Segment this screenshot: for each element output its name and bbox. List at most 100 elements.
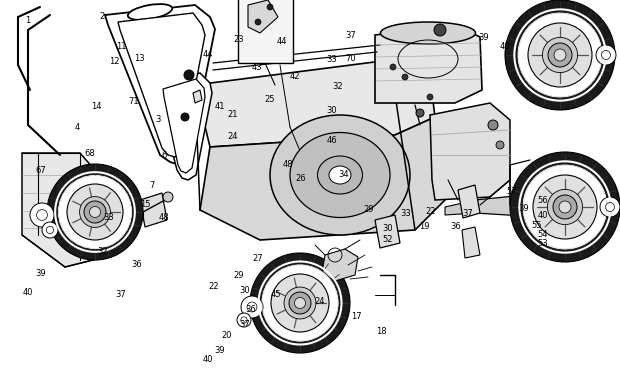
Text: 29: 29: [234, 271, 244, 280]
Text: 1: 1: [25, 16, 30, 25]
Text: 44: 44: [277, 37, 287, 46]
Circle shape: [505, 0, 615, 110]
Text: 53: 53: [537, 239, 548, 248]
Text: 12: 12: [110, 57, 120, 66]
Polygon shape: [155, 73, 212, 180]
Text: 68: 68: [84, 149, 95, 158]
Text: 7: 7: [149, 181, 154, 190]
Circle shape: [30, 203, 54, 227]
Text: 15: 15: [141, 200, 151, 209]
Text: 44: 44: [203, 50, 213, 59]
Text: 24: 24: [228, 132, 237, 141]
Text: 39: 39: [35, 269, 46, 278]
Circle shape: [184, 70, 194, 80]
Circle shape: [255, 19, 261, 25]
Circle shape: [181, 113, 189, 121]
Circle shape: [548, 43, 572, 67]
Circle shape: [596, 45, 616, 65]
Text: 17: 17: [351, 312, 362, 321]
Ellipse shape: [381, 22, 476, 44]
Text: 40: 40: [538, 211, 547, 220]
Polygon shape: [193, 90, 202, 103]
Polygon shape: [105, 5, 215, 165]
Text: 2: 2: [100, 12, 105, 21]
Text: 33: 33: [401, 209, 412, 218]
Text: 18: 18: [376, 327, 387, 336]
Text: 33: 33: [326, 56, 337, 64]
Circle shape: [247, 302, 257, 312]
Polygon shape: [140, 193, 167, 227]
Polygon shape: [375, 25, 482, 103]
Circle shape: [289, 292, 311, 314]
Circle shape: [542, 38, 578, 73]
Text: 14: 14: [91, 102, 101, 111]
Text: 48: 48: [159, 213, 170, 222]
Text: 70: 70: [345, 54, 356, 63]
Polygon shape: [430, 103, 510, 200]
Text: 48: 48: [283, 160, 294, 170]
Circle shape: [237, 313, 251, 327]
Text: 32: 32: [332, 82, 343, 91]
Text: 30: 30: [382, 224, 393, 233]
Circle shape: [250, 253, 350, 353]
Text: 36: 36: [450, 222, 461, 231]
Polygon shape: [375, 215, 400, 248]
Text: 19: 19: [420, 222, 430, 231]
Text: ereplacementparts.com: ereplacementparts.com: [219, 191, 401, 206]
Polygon shape: [118, 13, 205, 157]
Circle shape: [528, 23, 592, 87]
Text: 27: 27: [252, 254, 263, 263]
Circle shape: [267, 4, 273, 10]
Text: 39: 39: [215, 346, 226, 355]
Text: 20: 20: [221, 331, 231, 340]
Circle shape: [89, 207, 100, 218]
Text: 67: 67: [35, 166, 46, 175]
Circle shape: [37, 210, 47, 220]
Polygon shape: [200, 117, 445, 240]
FancyBboxPatch shape: [238, 0, 293, 63]
Circle shape: [488, 120, 498, 130]
Text: 29: 29: [364, 206, 374, 214]
Circle shape: [42, 222, 58, 238]
Text: 36: 36: [246, 305, 257, 314]
Circle shape: [554, 49, 566, 61]
Circle shape: [294, 297, 306, 309]
Circle shape: [284, 287, 316, 319]
Circle shape: [241, 317, 247, 323]
Circle shape: [67, 184, 123, 240]
Polygon shape: [445, 200, 476, 215]
Text: 21: 21: [228, 110, 237, 119]
Text: 13: 13: [134, 54, 145, 63]
Circle shape: [496, 141, 504, 149]
Text: 33: 33: [103, 213, 114, 222]
Text: 54: 54: [538, 230, 547, 239]
Text: 37: 37: [115, 290, 126, 299]
Circle shape: [553, 195, 577, 219]
Text: 40: 40: [500, 42, 510, 51]
Circle shape: [606, 202, 614, 211]
Text: 30: 30: [239, 286, 250, 295]
Circle shape: [58, 174, 133, 249]
Text: 43: 43: [252, 63, 263, 72]
Text: 23: 23: [233, 35, 244, 44]
Circle shape: [416, 109, 424, 117]
Text: 71: 71: [128, 97, 139, 106]
Text: 6: 6: [162, 151, 167, 160]
Text: 57: 57: [506, 187, 517, 196]
Circle shape: [522, 164, 608, 250]
Text: 37: 37: [239, 320, 250, 329]
Text: 36: 36: [131, 260, 142, 269]
Circle shape: [533, 175, 597, 239]
Circle shape: [46, 226, 53, 234]
Circle shape: [523, 198, 527, 202]
Circle shape: [510, 152, 620, 262]
Text: 37: 37: [463, 209, 474, 218]
Circle shape: [402, 74, 408, 80]
Text: 25: 25: [265, 95, 275, 104]
Circle shape: [600, 197, 620, 217]
Circle shape: [559, 201, 571, 213]
Ellipse shape: [290, 132, 390, 218]
Text: 39: 39: [518, 204, 529, 213]
Polygon shape: [322, 249, 358, 281]
Circle shape: [79, 196, 110, 227]
